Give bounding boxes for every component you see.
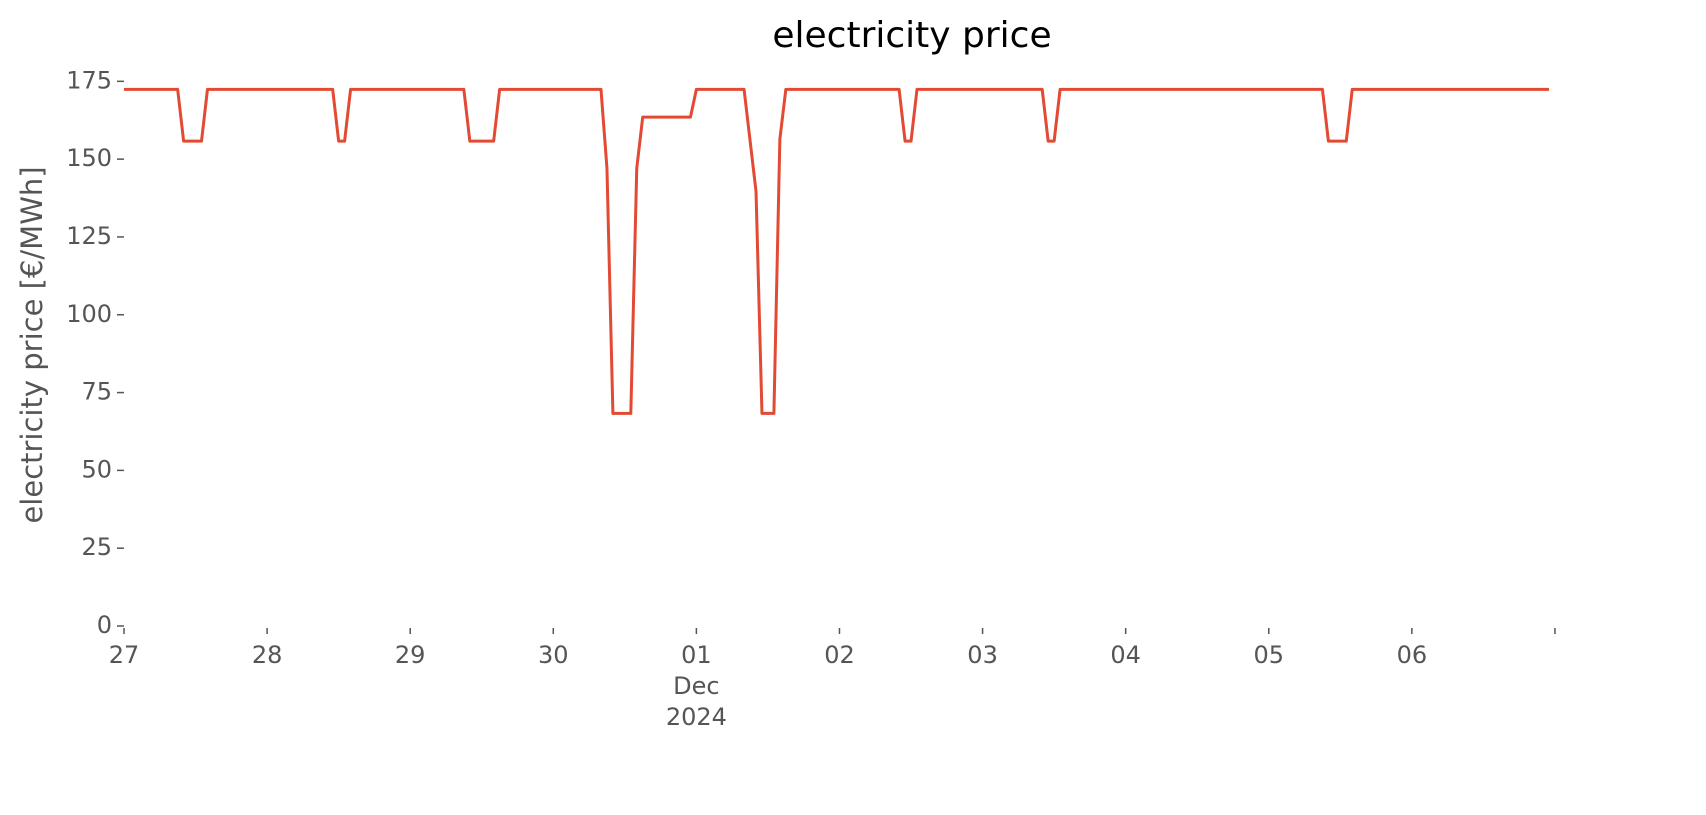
y-tick-label: 175 — [66, 66, 112, 94]
y-tick-label: 0 — [97, 611, 112, 639]
x-tick-label: 30 — [538, 641, 569, 669]
x-tick-label: 03 — [967, 641, 998, 669]
x-tick-label: 01 Dec 2024 — [666, 641, 727, 731]
y-tick-label: 25 — [81, 533, 112, 561]
y-tick-label: 125 — [66, 222, 112, 250]
y-tick-label: 75 — [81, 378, 112, 406]
chart-title: electricity price — [772, 15, 1051, 56]
x-tick-label: 04 — [1110, 641, 1141, 669]
price-line — [124, 87, 1549, 415]
x-tick-label: 27 — [109, 641, 140, 669]
y-tick-label: 50 — [81, 455, 112, 483]
x-tick-label: 28 — [252, 641, 283, 669]
x-tick-label: 06 — [1397, 641, 1428, 669]
x-tick-label: 29 — [395, 641, 426, 669]
y-tick-label: 150 — [66, 144, 112, 172]
x-tick-label: 02 — [824, 641, 855, 669]
y-tick-label: 100 — [66, 300, 112, 328]
y-axis-label: electricity price [€/MWh] — [15, 166, 49, 523]
x-tick-label: 05 — [1253, 641, 1284, 669]
